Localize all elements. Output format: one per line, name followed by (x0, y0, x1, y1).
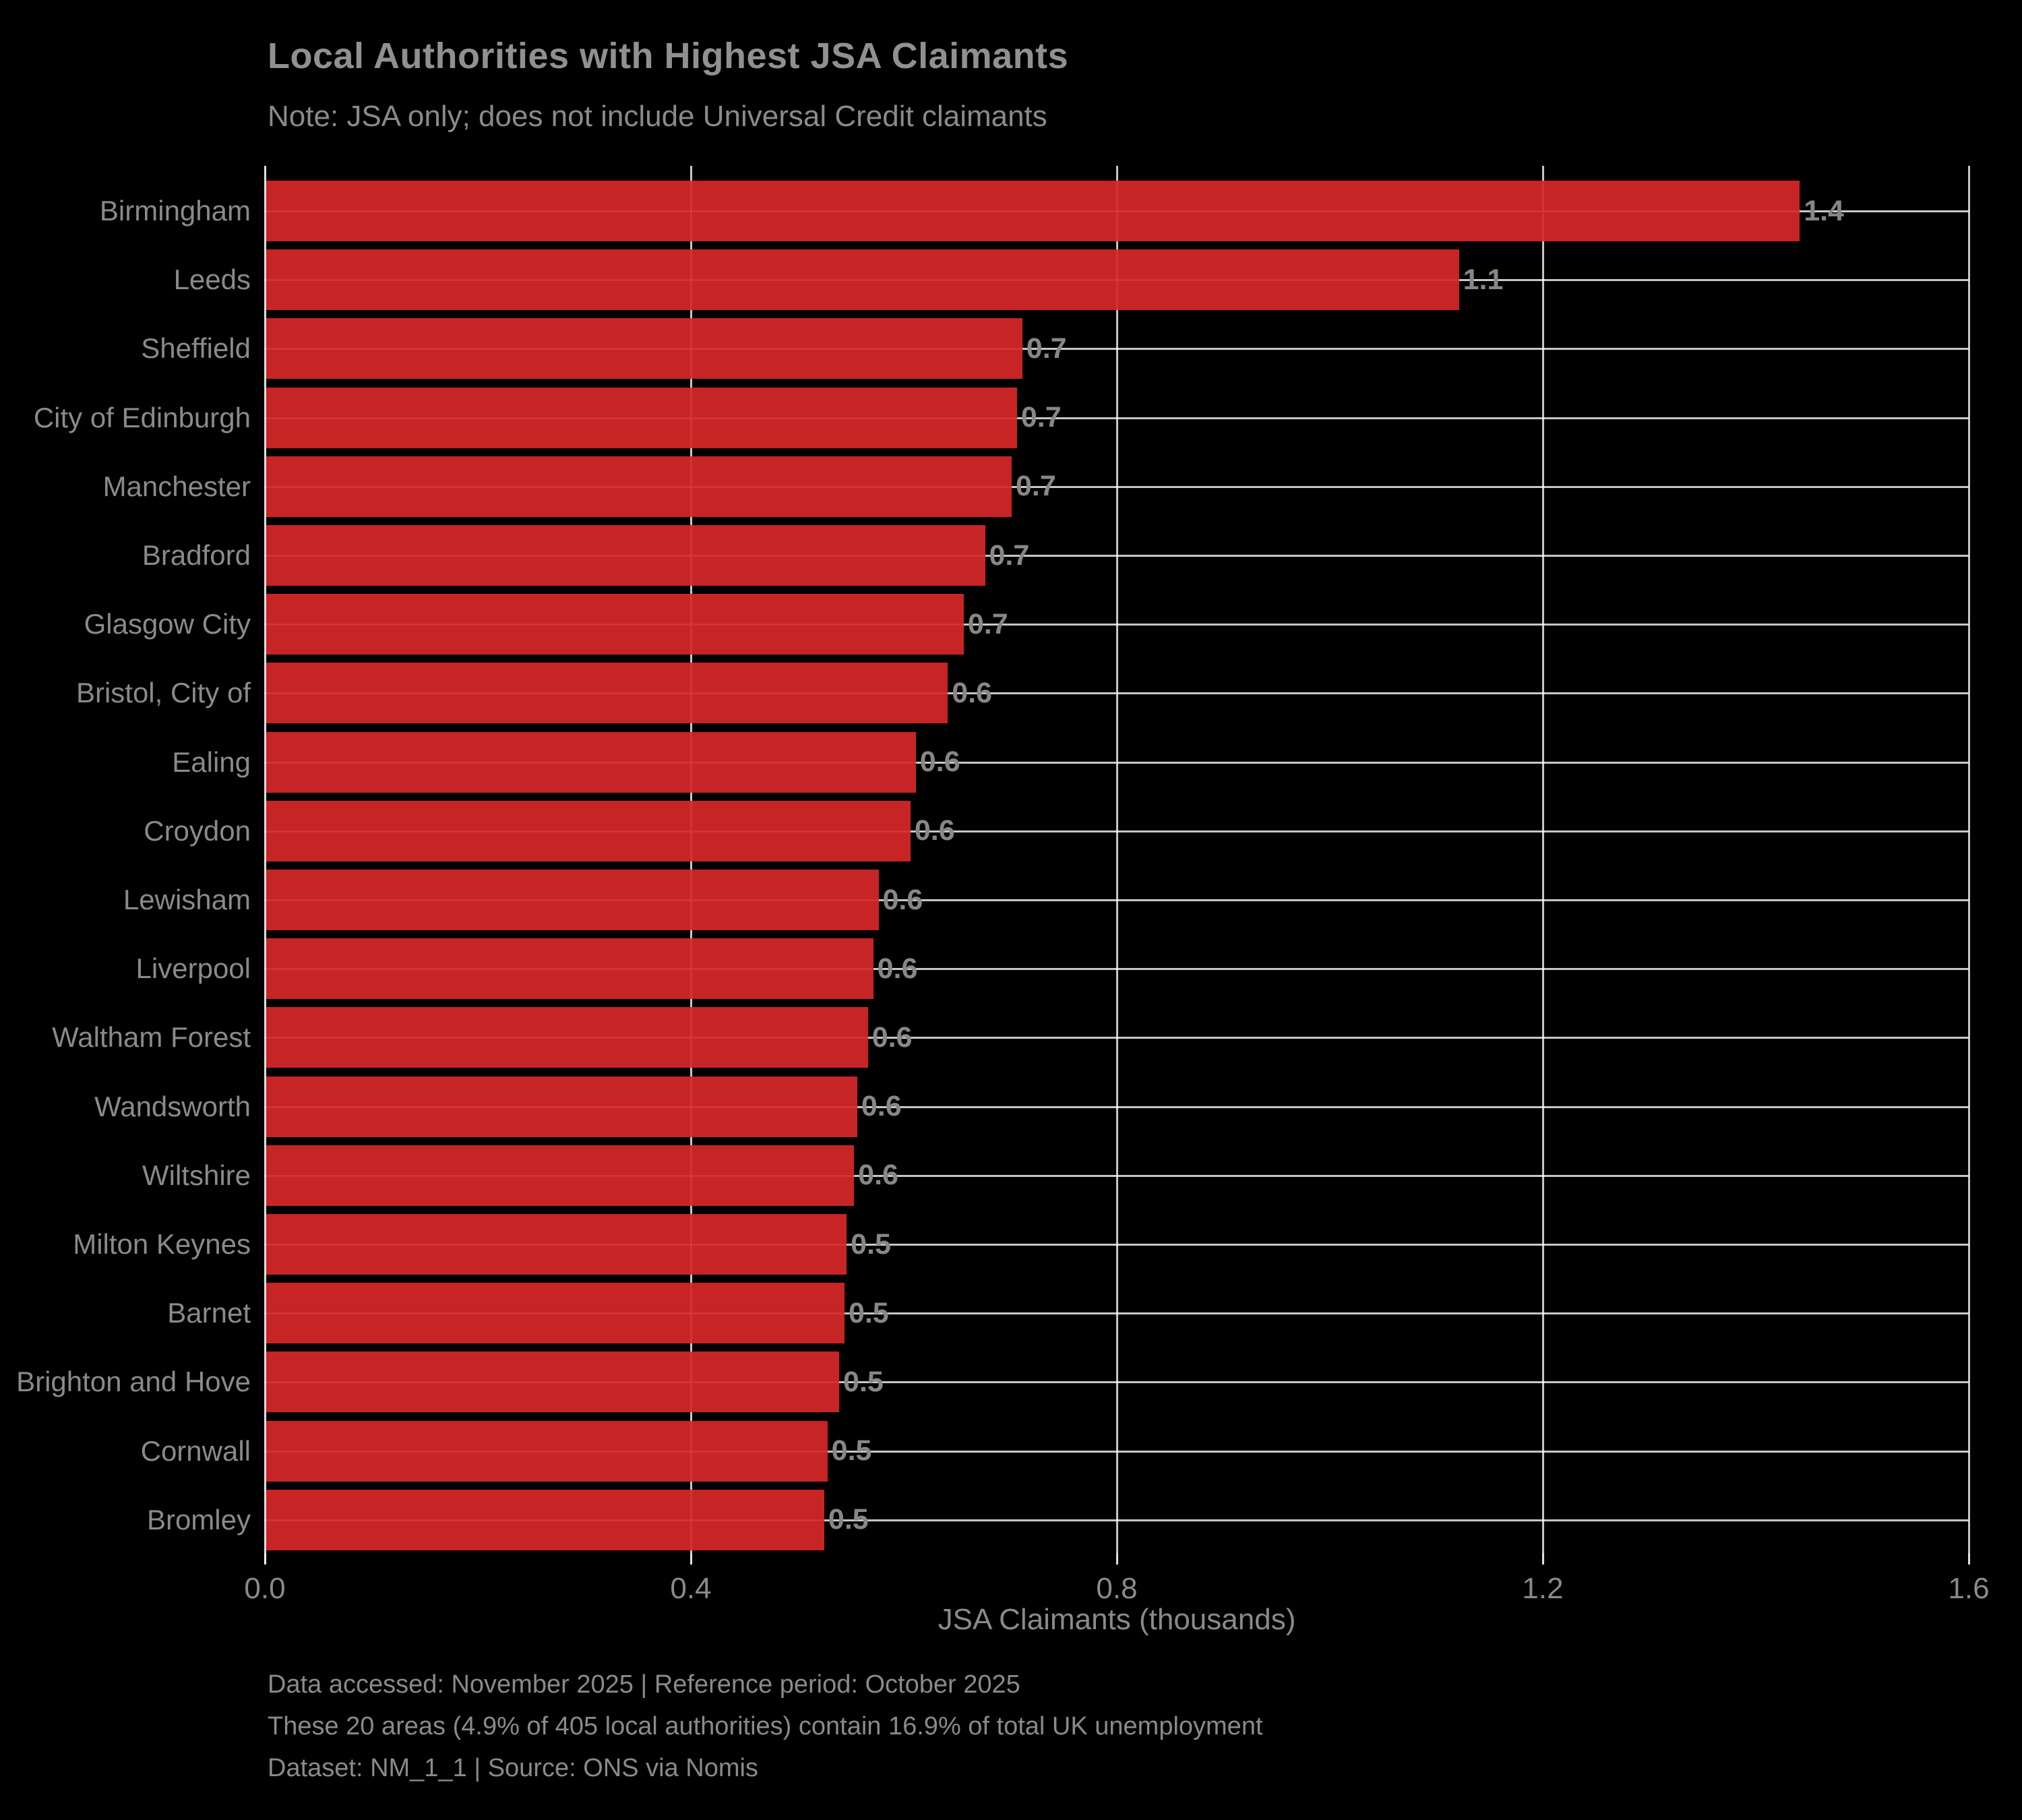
gridline-vertical (1968, 166, 1970, 1553)
bar-wandsworth (266, 1076, 857, 1137)
chart-subtitle: Note: JSA only; does not include Univers… (268, 100, 1047, 133)
x-tick-mark (1968, 1553, 1970, 1565)
x-tick-label: 0.0 (244, 1572, 286, 1605)
bar-value-label: 0.6 (919, 746, 960, 779)
bar-value-label: 0.6 (882, 883, 923, 916)
y-axis-label-birmingham: Birmingham (99, 195, 251, 226)
y-axis-label-lewisham: Lewisham (123, 884, 251, 915)
bar-value-label: 0.5 (831, 1434, 872, 1467)
bar-barnet (266, 1283, 845, 1344)
bar-value-label: 0.6 (861, 1090, 902, 1123)
y-axis-label-wandsworth: Wandsworth (94, 1090, 251, 1122)
x-tick-label: 1.6 (1948, 1572, 1990, 1605)
bar-glasgow-city (266, 594, 964, 655)
gridline-horizontal (265, 555, 1969, 557)
y-axis-label-glasgow-city: Glasgow City (84, 608, 251, 640)
y-axis-label-waltham-forest: Waltham Forest (52, 1021, 251, 1054)
x-tick-mark (1542, 1553, 1544, 1565)
x-tick-label: 1.2 (1522, 1572, 1564, 1605)
bar-croydon (266, 800, 911, 861)
bar-value-label: 0.7 (1026, 332, 1067, 365)
y-axis-label-city-of-edinburgh: City of Edinburgh (33, 401, 251, 433)
gridline-horizontal (265, 899, 1969, 901)
gridline-horizontal (265, 761, 1969, 764)
bar-milton-keynes (266, 1214, 847, 1275)
bar-bradford (266, 525, 985, 586)
bar-value-label: 1.1 (1463, 263, 1504, 296)
bar-value-label: 0.7 (989, 539, 1030, 572)
bar-waltham-forest (266, 1007, 868, 1068)
bar-birmingham (266, 181, 1800, 241)
y-axis-label-bradford: Bradford (142, 539, 251, 571)
bar-value-label: 0.6 (858, 1159, 898, 1192)
y-axis-label-milton-keynes: Milton Keynes (73, 1228, 251, 1260)
x-tick-mark (1116, 1553, 1118, 1565)
bar-value-label: 0.7 (1020, 401, 1062, 434)
bar-value-label: 0.5 (828, 1503, 869, 1536)
bar-value-label: 0.7 (967, 607, 1008, 640)
y-axis-spine (264, 166, 266, 1564)
bar-value-label: 0.6 (871, 1021, 913, 1054)
gridline-horizontal (265, 1244, 1969, 1246)
y-axis-label-croydon: Croydon (144, 814, 251, 847)
gridline-horizontal (265, 1519, 1969, 1521)
x-tick-label: 0.8 (1096, 1572, 1138, 1605)
y-axis-label-sheffield: Sheffield (141, 332, 251, 365)
y-axis-label-ealing: Ealing (172, 746, 251, 778)
gridline-vertical (1542, 166, 1544, 1553)
gridline-horizontal (265, 1037, 1969, 1039)
bar-cornwall (266, 1420, 828, 1482)
bar-bromley (266, 1489, 824, 1550)
x-axis-title: JSA Claimants (thousands) (938, 1603, 1296, 1636)
footer-source: Dataset: NM_1_1 | Source: ONS via Nomis (268, 1754, 758, 1782)
chart-title: Local Authorities with Highest JSA Claim… (268, 36, 1069, 76)
y-axis-label-bromley: Bromley (146, 1503, 251, 1536)
x-tick-mark (690, 1553, 692, 1565)
gridline-horizontal (265, 1174, 1969, 1177)
gridline-horizontal (265, 830, 1969, 832)
gridline-horizontal (265, 1105, 1969, 1108)
footer-data-accessed: Data accessed: November 2025 | Reference… (268, 1670, 1020, 1699)
gridline-horizontal (265, 348, 1969, 351)
bar-ealing (266, 731, 916, 793)
bar-value-label: 0.5 (843, 1365, 884, 1398)
gridline-horizontal (265, 624, 1969, 626)
footer-coverage-note: These 20 areas (4.9% of 405 local author… (268, 1712, 1263, 1740)
gridline-horizontal (265, 1381, 1969, 1384)
plot-area: 1.4 Birmingham 1.1 Leeds 0.7 Sheffield 0.7 City… (16, 166, 1990, 1605)
bar-bristol-city-of (266, 663, 948, 724)
bar-value-label: 0.5 (848, 1296, 889, 1329)
bar-value-label: 0.6 (877, 952, 918, 985)
gridline-horizontal (265, 417, 1969, 419)
bar-value-label: 0.7 (1016, 470, 1056, 503)
bar-brighton-and-hove (266, 1352, 840, 1413)
gridline-vertical (1116, 166, 1118, 1553)
y-axis-label-wiltshire: Wiltshire (142, 1159, 251, 1191)
y-axis-label-bristol-city-of: Bristol, City of (75, 677, 251, 709)
bar-lewisham (266, 870, 879, 930)
bar-manchester (266, 456, 1012, 517)
gridline-horizontal (265, 1312, 1969, 1315)
gridline-horizontal (265, 692, 1969, 695)
bar-city-of-edinburgh (266, 387, 1017, 448)
bar-wiltshire (266, 1145, 855, 1206)
bar-value-label: 0.5 (851, 1227, 891, 1261)
x-tick-label: 0.4 (670, 1572, 712, 1605)
bar-liverpool (266, 938, 874, 1000)
bar-value-label: 0.6 (914, 814, 955, 847)
bar-value-label: 1.4 (1804, 194, 1844, 227)
y-axis-label-liverpool: Liverpool (135, 952, 251, 985)
gridline-horizontal (265, 1450, 1969, 1453)
y-axis-label-barnet: Barnet (167, 1297, 251, 1329)
gridline-horizontal (265, 968, 1969, 971)
y-axis-label-manchester: Manchester (102, 470, 251, 502)
y-axis-label-leeds: Leeds (173, 264, 251, 296)
bar-sheffield (266, 318, 1022, 380)
gridline-horizontal (265, 485, 1969, 488)
y-axis-label-cornwall: Cornwall (140, 1434, 251, 1467)
y-axis-label-brighton-and-hove: Brighton and Hove (16, 1366, 251, 1398)
bar-leeds (266, 249, 1459, 311)
bar-value-label: 0.6 (952, 676, 992, 709)
